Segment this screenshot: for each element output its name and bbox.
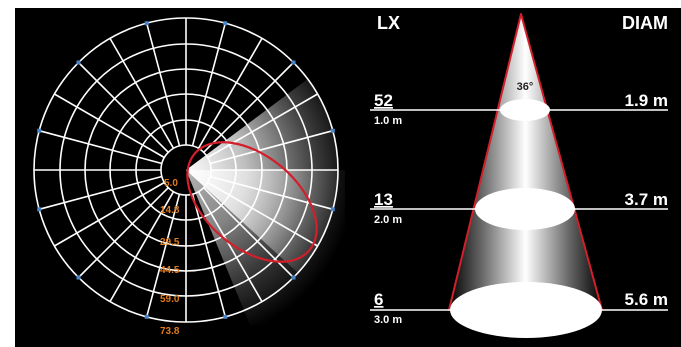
polar-spoke bbox=[77, 187, 169, 279]
lux-value: 6 bbox=[374, 290, 383, 309]
beam-ellipse bbox=[186, 141, 318, 263]
angle-tick bbox=[223, 21, 228, 26]
ring-label: 29.5 bbox=[160, 237, 180, 248]
polar-spoke bbox=[197, 37, 263, 149]
diameter-value: 3.7 m bbox=[625, 190, 668, 209]
angle-tick bbox=[330, 207, 335, 212]
beam-angle-label: 36° bbox=[517, 81, 534, 93]
ring-label: 5.0 bbox=[164, 178, 178, 189]
angle-tick bbox=[37, 128, 42, 133]
angle-tick bbox=[144, 21, 149, 26]
ring-label: 14.8 bbox=[160, 205, 180, 216]
angle-tick bbox=[223, 314, 228, 319]
polar-spoke bbox=[38, 175, 163, 211]
lux-value: 13 bbox=[374, 190, 393, 209]
polar-spoke bbox=[209, 129, 334, 165]
polar-spoke bbox=[197, 191, 263, 303]
angle-tick bbox=[291, 60, 296, 65]
distance-label: 3.0 m bbox=[374, 314, 402, 326]
polar-ring-labels: 5.0 14.8 29.5 44.5 59.0 73.8 bbox=[160, 178, 180, 337]
diameter-value: 1.9 m bbox=[625, 91, 668, 110]
diameter-value: 5.6 m bbox=[625, 290, 668, 309]
lux-header: LX bbox=[377, 13, 400, 33]
polar-grid bbox=[33, 17, 339, 323]
angle-tick bbox=[76, 275, 81, 280]
angle-tick bbox=[330, 128, 335, 133]
ring-label: 44.5 bbox=[160, 265, 180, 276]
level-lines bbox=[370, 109, 668, 311]
angle-tick bbox=[76, 60, 81, 65]
polar-spoke bbox=[77, 61, 169, 153]
lux-value: 52 bbox=[374, 91, 393, 110]
polar-spoke bbox=[109, 37, 175, 149]
angle-tick bbox=[291, 275, 296, 280]
angle-tick bbox=[144, 314, 149, 319]
polar-spoke bbox=[209, 175, 334, 211]
polar-spoke bbox=[191, 193, 227, 318]
polar-spoke bbox=[109, 191, 175, 303]
polar-spoke bbox=[145, 22, 181, 147]
angle-tick bbox=[37, 207, 42, 212]
polar-spoke bbox=[53, 181, 165, 247]
ring-label: 59.0 bbox=[160, 294, 180, 305]
polar-spoke bbox=[53, 93, 165, 159]
diameter-header: DIAM bbox=[622, 13, 668, 33]
polar-spoke bbox=[38, 129, 163, 165]
polar-spoke bbox=[191, 22, 227, 147]
polar-spoke bbox=[207, 93, 319, 159]
polar-spoke bbox=[145, 193, 181, 318]
distance-label: 1.0 m bbox=[374, 115, 402, 127]
distance-label: 2.0 m bbox=[374, 214, 402, 226]
polar-spoke bbox=[207, 181, 319, 247]
ring-label: 73.8 bbox=[160, 326, 180, 337]
polar-spoke bbox=[203, 61, 295, 153]
